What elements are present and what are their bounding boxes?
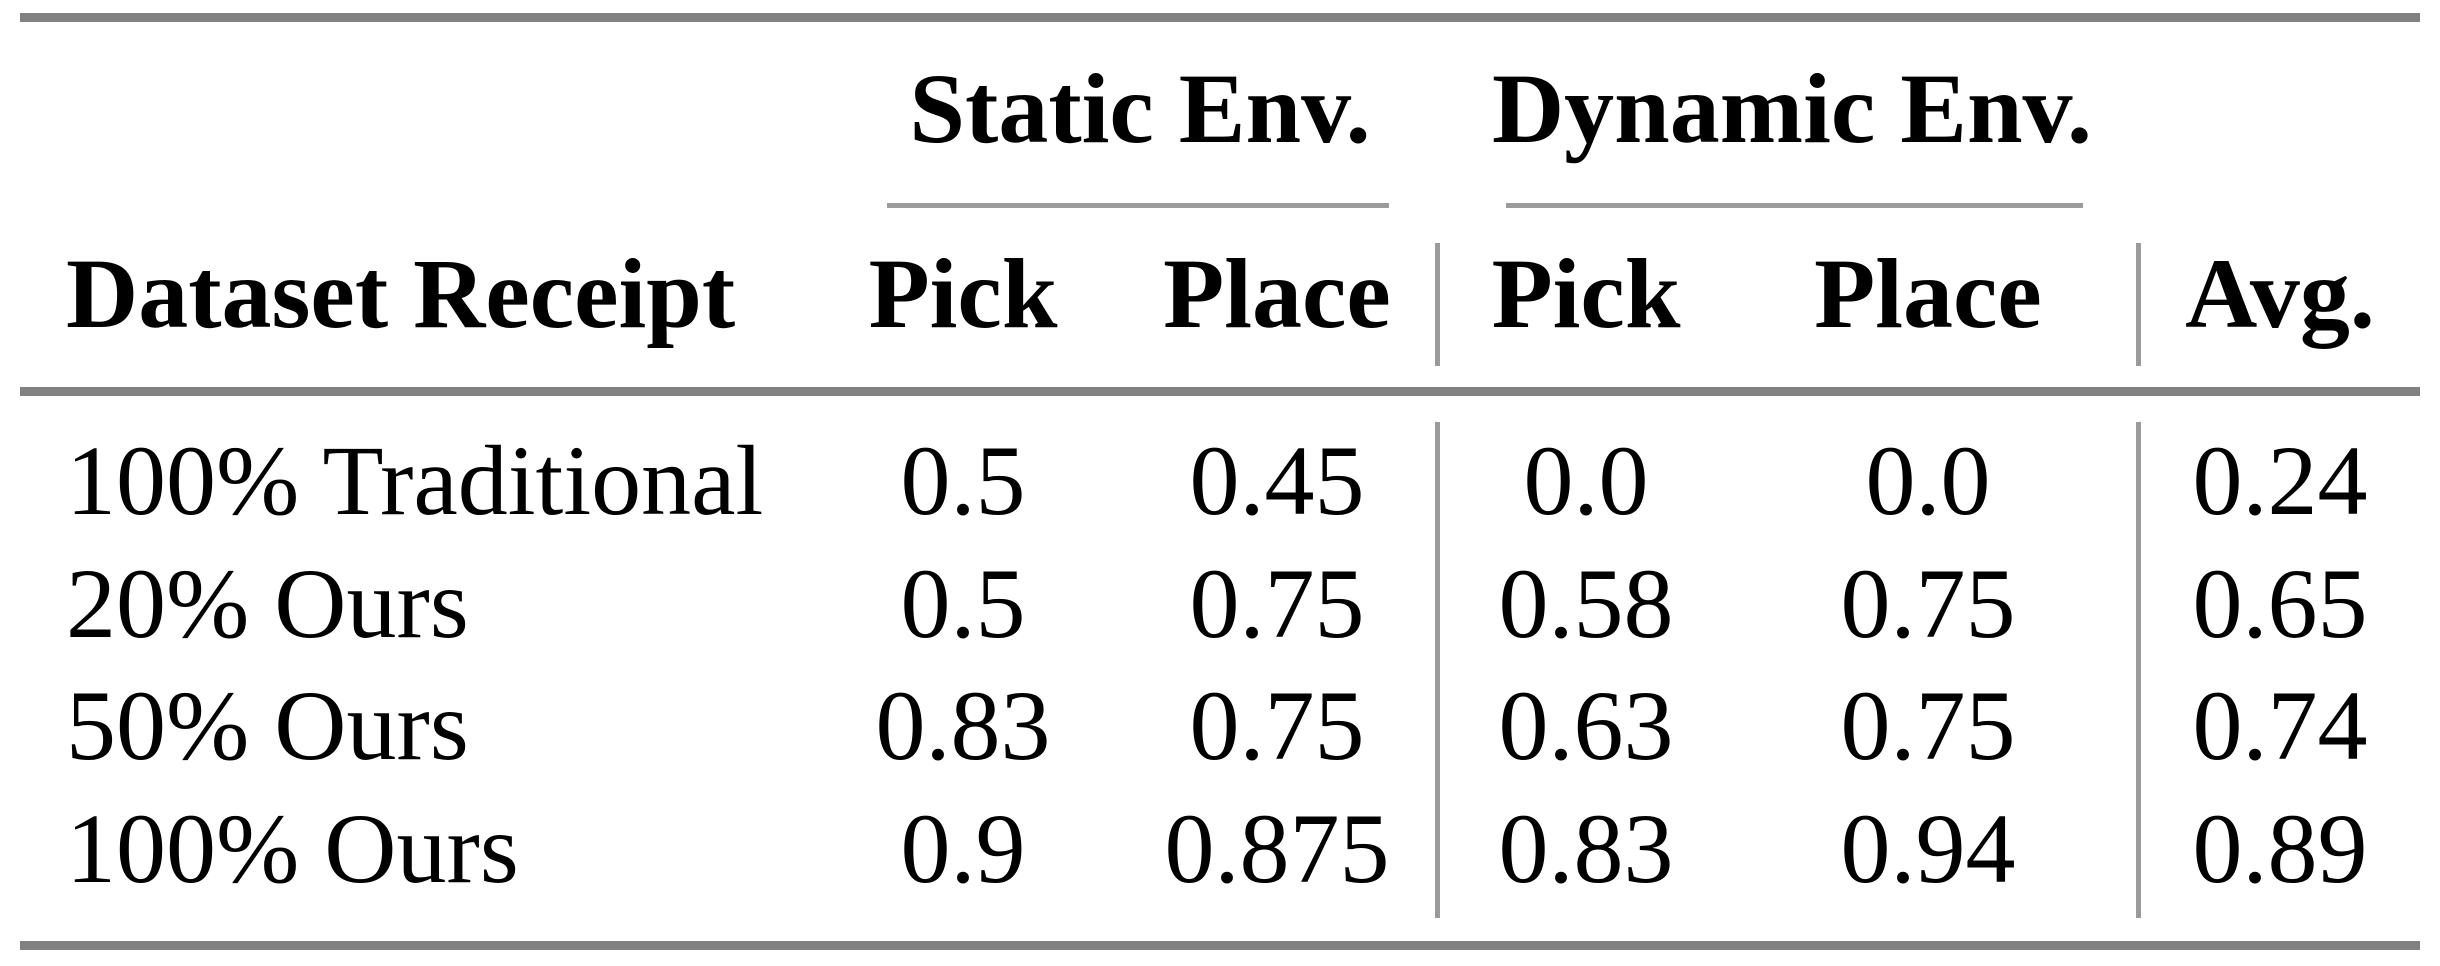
table-cell: 0.83: [1498, 793, 1674, 904]
table-cell: 0.0: [1523, 425, 1649, 536]
group-header-static-env: Static Env.: [909, 53, 1371, 164]
table-bottom-rule: [20, 941, 2420, 950]
column-separator-avg-header: [2136, 243, 2141, 366]
table-cell: 0.9: [900, 793, 1026, 904]
dynamic-env-underline-rule: [1506, 203, 2083, 208]
row-label: 50% Ours: [66, 670, 469, 781]
table-header-rule: [20, 387, 2420, 396]
table-cell: 0.5: [900, 425, 1026, 536]
table-cell: 0.94: [1840, 793, 2016, 904]
table-cell: 0.89: [2192, 793, 2368, 904]
table-cell: 0.65: [2192, 548, 2368, 659]
table-cell: 0.5: [900, 548, 1026, 659]
row-label: 100% Ours: [66, 793, 519, 904]
table-cell: 0.875: [1164, 793, 1390, 904]
table-top-rule: [20, 13, 2420, 22]
table-cell: 0.74: [2192, 670, 2368, 781]
table-cell: 0.0: [1865, 425, 1991, 536]
column-header-static-place: Place: [1163, 238, 1391, 349]
row-label: 100% Traditional: [66, 425, 764, 536]
group-header-dynamic-env: Dynamic Env.: [1491, 53, 2093, 164]
table-cell: 0.45: [1189, 425, 1365, 536]
column-separator-avg-body: [2136, 422, 2141, 918]
column-header-dynamic-pick: Pick: [1491, 238, 1681, 349]
column-header-dataset-receipt: Dataset Receipt: [66, 238, 736, 349]
table-cell: 0.63: [1498, 670, 1674, 781]
column-header-dynamic-place: Place: [1814, 238, 2042, 349]
column-header-avg: Avg.: [2185, 238, 2375, 349]
column-header-static-pick: Pick: [868, 238, 1058, 349]
column-separator-static-header: [1435, 243, 1440, 366]
table-cell: 0.75: [1189, 670, 1365, 781]
table-cell: 0.83: [875, 670, 1051, 781]
table-cell: 0.75: [1840, 670, 2016, 781]
table-cell: 0.58: [1498, 548, 1674, 659]
static-env-underline-rule: [887, 203, 1389, 208]
table-cell: 0.75: [1189, 548, 1365, 659]
table-cell: 0.75: [1840, 548, 2016, 659]
row-label: 20% Ours: [66, 548, 469, 659]
table-cell: 0.24: [2192, 425, 2368, 536]
column-separator-static-body: [1435, 422, 1440, 918]
